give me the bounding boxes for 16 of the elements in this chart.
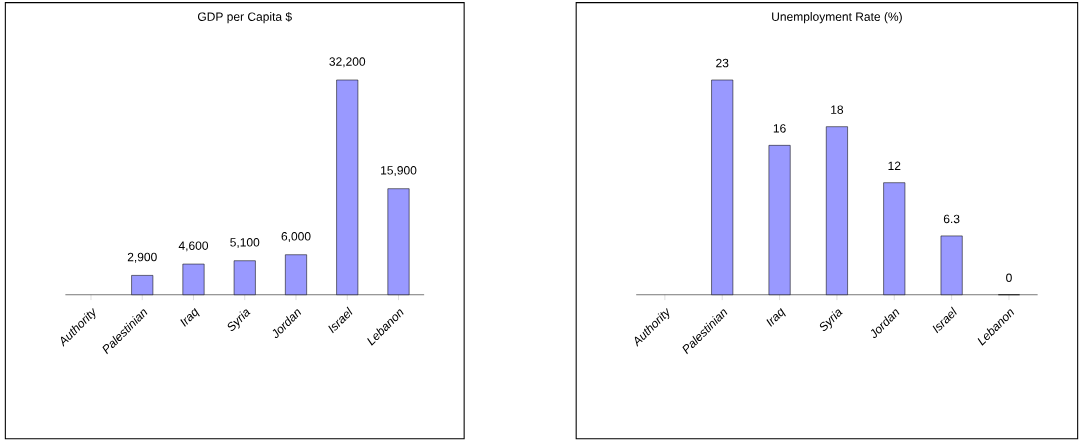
data-label: 6,000: [281, 231, 311, 242]
data-label: 2,900: [127, 252, 157, 263]
data-label: 4,600: [178, 241, 209, 252]
x-tick-label: Iraq: [766, 307, 786, 327]
chart-title: Unemployment Rate (%): [772, 11, 902, 24]
data-label: 0: [1006, 273, 1012, 282]
data-label: 15,900: [381, 165, 417, 176]
data-label: 23: [716, 58, 729, 68]
data-label: 32,200: [329, 57, 366, 68]
data-label: 18: [831, 105, 844, 114]
data-label: 16: [773, 123, 786, 133]
chart-title: GDP per Capita $: [197, 11, 292, 24]
data-label: 12: [888, 161, 901, 170]
data-label: 6.3: [943, 214, 960, 223]
data-label: 5,100: [230, 237, 260, 248]
x-tick-label: Iraq: [180, 307, 200, 327]
